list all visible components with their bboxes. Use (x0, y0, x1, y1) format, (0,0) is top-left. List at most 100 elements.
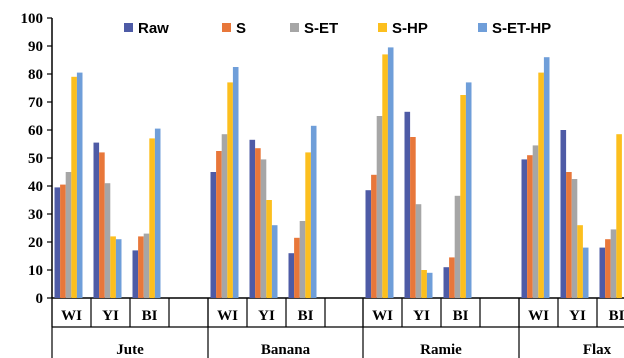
bar-s-hp (538, 72, 544, 298)
y-tick-label: 0 (36, 291, 44, 307)
subcategory-label: YI (258, 308, 275, 324)
subcategory-label: BI (298, 308, 314, 324)
bar-raw (560, 130, 567, 298)
bar-s-et-hp (310, 125, 317, 298)
bar-s-et-hp (582, 247, 589, 298)
bar-s-hp (577, 225, 583, 298)
legend-item-s-et: S-ET (290, 20, 338, 37)
bar-s-et (221, 134, 228, 298)
bar-s-et-hp (465, 82, 472, 299)
bar-s-et (376, 116, 383, 298)
subcategory-label: WI (217, 308, 238, 324)
bar-s-et (415, 204, 422, 298)
legend-swatch (222, 23, 231, 32)
bar-s-et (299, 221, 306, 298)
group-label: Flax (583, 342, 612, 358)
bar-s-hp (616, 134, 622, 298)
legend-item-s-hp: S-HP (378, 20, 428, 37)
bar-s (371, 174, 377, 298)
y-tick-label: 70 (28, 95, 43, 111)
legend-item-s: S (222, 20, 246, 37)
bar-s-hp (266, 200, 272, 298)
bar-s (138, 236, 144, 298)
group-label: Banana (261, 342, 311, 358)
bar-raw (132, 250, 139, 298)
legend-swatch (478, 23, 487, 32)
bar-s (605, 239, 611, 298)
bar-raw (365, 190, 372, 298)
bar-s-et (571, 179, 578, 298)
bar-s-et-hp (387, 47, 394, 299)
legend-label: S-ET (304, 20, 338, 37)
bar-s-hp (71, 76, 77, 298)
bar-s (566, 172, 572, 298)
bar-s-et-hp (115, 239, 122, 298)
legend-label: Raw (138, 20, 169, 37)
legend: Raw S S-ET S-HP S-ET-HP (124, 20, 551, 37)
bar-raw (93, 142, 100, 298)
bar-s-et (454, 195, 461, 298)
bar-s-et (65, 172, 72, 298)
axes: 0 10 20 30 40 50 60 70 80 90 100 (21, 11, 624, 307)
bars (54, 47, 622, 299)
bar-s-et (610, 229, 617, 298)
subcategory-label: YI (569, 308, 586, 324)
subcategory-label: BI (142, 308, 158, 324)
subcategory-label: YI (102, 308, 119, 324)
bar-s-et-hp (232, 67, 239, 298)
bar-s (294, 237, 300, 298)
legend-swatch (378, 23, 387, 32)
legend-label: S (236, 20, 246, 37)
bar-s (216, 151, 222, 298)
y-tick-label: 40 (28, 179, 43, 195)
subcategory-label: BI (453, 308, 469, 324)
bar-s-et-hp (543, 57, 550, 299)
legend-swatch (290, 23, 299, 32)
bar-s-hp (382, 54, 388, 299)
bar-s-et-hp (76, 72, 83, 298)
y-tick-label: 60 (28, 123, 43, 139)
bar-s-et (260, 159, 267, 298)
bar-s-hp (110, 236, 116, 298)
bar-s (60, 184, 66, 298)
bar-raw (249, 139, 256, 298)
y-tick-label: 30 (28, 207, 43, 223)
bar-s-hp (149, 138, 155, 298)
legend-label: S-ET-HP (492, 20, 551, 37)
legend-item-s-et-hp: S-ET-HP (478, 20, 551, 37)
bar-raw (54, 187, 61, 298)
subcategory-label: WI (528, 308, 549, 324)
bar-s-hp (227, 82, 233, 299)
bar-s-hp (460, 95, 466, 298)
bar-raw (210, 172, 217, 298)
bar-s (449, 257, 455, 298)
subcategory-label: YI (413, 308, 430, 324)
bar-s-et (143, 233, 150, 298)
y-tick-label: 100 (21, 11, 44, 27)
y-tick-label: 20 (28, 235, 43, 251)
x-labels: WI YI BI Jute WI YI BI Banana WI YI BI Ramie WI YI BI F… (51, 298, 624, 358)
bar-raw (599, 247, 606, 298)
bar-raw (288, 253, 295, 298)
group-label: Ramie (420, 342, 462, 358)
bar-raw (404, 111, 411, 298)
bar-s-et-hp (271, 225, 278, 298)
bar-s-hp (421, 270, 427, 298)
subcategory-label: WI (61, 308, 82, 324)
bar-raw (443, 267, 450, 298)
y-tick-label: 10 (28, 263, 43, 279)
bar-s (527, 155, 533, 298)
bar-s-et-hp (154, 128, 161, 298)
bar-s-et (104, 183, 111, 298)
y-tick-label: 50 (28, 151, 43, 167)
group-label: Jute (116, 342, 144, 358)
subcategory-label: WI (372, 308, 393, 324)
subcategory-label: BI (609, 308, 624, 324)
bar-s (255, 148, 261, 298)
bar-s-et (532, 145, 539, 298)
bar-s-hp (305, 152, 311, 298)
legend-item-raw: Raw (124, 20, 169, 37)
bar-s (410, 137, 416, 298)
legend-swatch (124, 23, 133, 32)
